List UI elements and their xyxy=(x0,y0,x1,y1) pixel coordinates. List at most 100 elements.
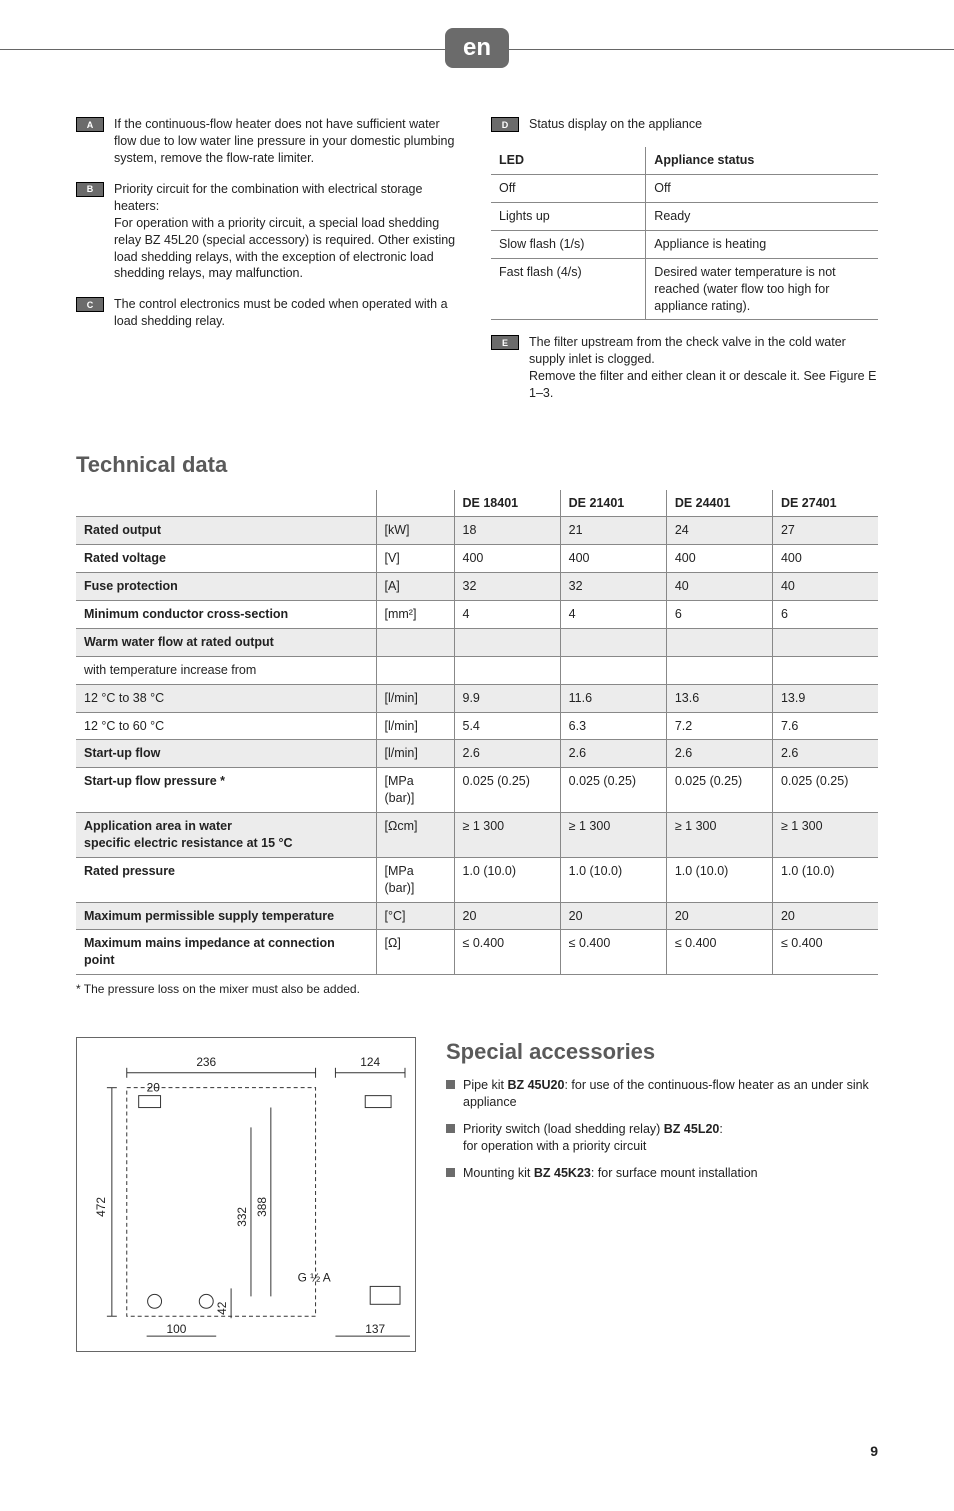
header-bar: en xyxy=(0,0,954,68)
tech-label: Maximum permissible supply temperature xyxy=(76,902,376,930)
tech-value: ≤ 0.400 xyxy=(560,930,666,975)
tech-value: 1.0 (10.0) xyxy=(560,857,666,902)
status-value: Desired water temperature is not reached… xyxy=(646,258,878,320)
tech-label: Start-up flow xyxy=(76,740,376,768)
tech-unit: [V] xyxy=(376,545,454,573)
tech-value xyxy=(560,656,666,684)
accessory-item: Priority switch (load shedding relay) BZ… xyxy=(446,1121,878,1155)
tech-row: Maximum permissible supply temperature[°… xyxy=(76,902,878,930)
status-led: Slow flash (1/s) xyxy=(491,230,646,258)
tech-value: 32 xyxy=(454,573,560,601)
tech-value xyxy=(454,656,560,684)
svg-text:472: 472 xyxy=(94,1197,108,1217)
accessories-list: Pipe kit BZ 45U20: for use of the contin… xyxy=(446,1077,878,1181)
dimensions-diagram: 236 124 20 472 332 388 G ½ A 42 100 137 xyxy=(76,1037,416,1352)
tech-row: Rated voltage[V]400400400400 xyxy=(76,545,878,573)
note-text: Status display on the appliance xyxy=(529,116,878,133)
tech-footnote: * The pressure loss on the mixer must al… xyxy=(76,981,878,997)
svg-text:42: 42 xyxy=(215,1302,229,1316)
tech-value: 6 xyxy=(772,601,878,629)
tech-row: Start-up flow pressure *[MPa (bar)]0.025… xyxy=(76,768,878,813)
tech-value: 0.025 (0.25) xyxy=(560,768,666,813)
status-led: Lights up xyxy=(491,203,646,231)
tech-value: 27 xyxy=(772,517,878,545)
accessory-text: Mounting kit BZ 45K23: for surface mount… xyxy=(463,1165,758,1182)
ref-badge: A xyxy=(76,117,104,132)
tech-value: 9.9 xyxy=(454,684,560,712)
note-text: The control electronics must be coded wh… xyxy=(114,296,463,330)
svg-text:388: 388 xyxy=(255,1197,269,1217)
tech-value: 40 xyxy=(666,573,772,601)
tech-value: 1.0 (10.0) xyxy=(666,857,772,902)
note-A: AIf the continuous-flow heater does not … xyxy=(76,116,463,167)
bullet-icon xyxy=(446,1124,455,1133)
tech-value: ≤ 0.400 xyxy=(666,930,772,975)
page-number: 9 xyxy=(76,1442,878,1461)
tech-value: 0.025 (0.25) xyxy=(454,768,560,813)
tech-value: 2.6 xyxy=(772,740,878,768)
tech-value: 40 xyxy=(772,573,878,601)
tech-label: Rated voltage xyxy=(76,545,376,573)
tech-value: 21 xyxy=(560,517,666,545)
tech-unit: [l/min] xyxy=(376,684,454,712)
tech-value: 13.6 xyxy=(666,684,772,712)
tech-unit: [MPa (bar)] xyxy=(376,857,454,902)
tech-value: 2.6 xyxy=(666,740,772,768)
tech-value: 400 xyxy=(666,545,772,573)
tech-row: Start-up flow[l/min]2.62.62.62.6 xyxy=(76,740,878,768)
tech-value: ≥ 1 300 xyxy=(560,813,666,858)
svg-text:20: 20 xyxy=(147,1081,161,1095)
tech-unit: [MPa (bar)] xyxy=(376,768,454,813)
note-E: E The filter upstream from the check val… xyxy=(491,334,878,402)
note-text: Priority circuit for the combination wit… xyxy=(114,181,463,282)
tech-value xyxy=(666,628,772,656)
tech-unit: [°C] xyxy=(376,902,454,930)
tech-value: 400 xyxy=(454,545,560,573)
tech-label: Start-up flow pressure * xyxy=(76,768,376,813)
tech-row: Rated output[kW]18212427 xyxy=(76,517,878,545)
tech-value: 11.6 xyxy=(560,684,666,712)
status-table: LED Appliance status OffOffLights upRead… xyxy=(491,147,878,320)
ref-badge: D xyxy=(491,117,519,132)
tech-unit xyxy=(376,656,454,684)
bullet-icon xyxy=(446,1080,455,1089)
tech-value xyxy=(772,628,878,656)
tech-label: 12 °C to 60 °C xyxy=(76,712,376,740)
status-value: Ready xyxy=(646,203,878,231)
ref-badge: C xyxy=(76,297,104,312)
tech-value: ≤ 0.400 xyxy=(454,930,560,975)
tech-value: ≤ 0.400 xyxy=(772,930,878,975)
accessory-item: Pipe kit BZ 45U20: for use of the contin… xyxy=(446,1077,878,1111)
tech-value xyxy=(454,628,560,656)
tech-label: Warm water flow at rated output xyxy=(76,628,376,656)
tech-value xyxy=(666,656,772,684)
tech-label: Rated output xyxy=(76,517,376,545)
tech-value: 20 xyxy=(666,902,772,930)
tech-th-empty xyxy=(376,490,454,517)
accessory-text: Pipe kit BZ 45U20: for use of the contin… xyxy=(463,1077,878,1111)
tech-unit: [l/min] xyxy=(376,740,454,768)
status-value: Appliance is heating xyxy=(646,230,878,258)
tech-value: 20 xyxy=(454,902,560,930)
tech-row: Maximum mains impedance at connection po… xyxy=(76,930,878,975)
tech-unit: [mm²] xyxy=(376,601,454,629)
tech-value: 1.0 (10.0) xyxy=(454,857,560,902)
status-th-status: Appliance status xyxy=(646,147,878,174)
tech-th-model: DE 27401 xyxy=(772,490,878,517)
tech-row: with temperature increase from xyxy=(76,656,878,684)
note-D: D Status display on the appliance xyxy=(491,116,878,133)
tech-label: Maximum mains impedance at connection po… xyxy=(76,930,376,975)
status-row: Fast flash (4/s)Desired water temperatur… xyxy=(491,258,878,320)
language-badge: en xyxy=(445,28,509,68)
tech-value: 20 xyxy=(560,902,666,930)
tech-value xyxy=(560,628,666,656)
tech-row: Fuse protection[A]32324040 xyxy=(76,573,878,601)
tech-value: 0.025 (0.25) xyxy=(666,768,772,813)
accessories-heading: Special accessories xyxy=(446,1037,878,1067)
tech-th-model: DE 24401 xyxy=(666,490,772,517)
status-th-led: LED xyxy=(491,147,646,174)
tech-value: 4 xyxy=(560,601,666,629)
tech-label: Minimum conductor cross-section xyxy=(76,601,376,629)
svg-text:G ½ A: G ½ A xyxy=(298,1271,331,1285)
tech-label: with temperature increase from xyxy=(76,656,376,684)
